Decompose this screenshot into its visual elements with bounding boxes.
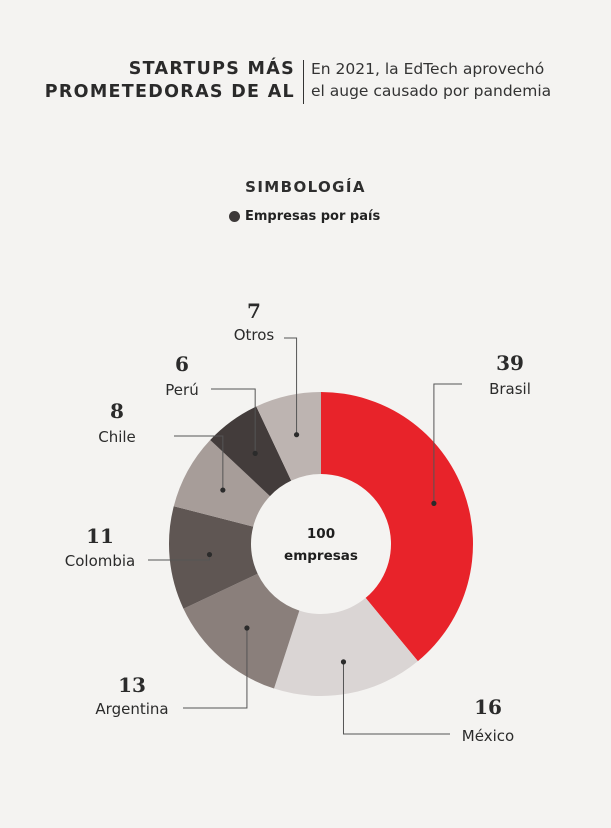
center-total-label: empresas (284, 548, 358, 564)
bullet-dot-icon (229, 210, 240, 222)
slice-chile (173, 439, 270, 527)
value-label-peru: 6 (175, 352, 189, 376)
slice-colombia (169, 506, 258, 609)
leader-line-chile (174, 435, 224, 491)
slice-argentina (183, 573, 300, 689)
title-line-1: STARTUPS MÁS (128, 59, 295, 79)
category-label-otros: Otros (234, 326, 275, 344)
slice-peru (210, 406, 292, 497)
value-label-otros: 7 (247, 299, 261, 323)
header-divider (303, 60, 304, 104)
leader-line-argentina (183, 628, 248, 709)
leader-line-peru (211, 388, 256, 454)
subtitle-line-2: el auge causado por pandemia (311, 81, 552, 100)
leader-dot-otros (293, 432, 300, 438)
title-line-2: PROMETEDORAS DE AL (44, 82, 295, 102)
value-label-chile: 8 (110, 399, 124, 423)
chart-header: STARTUPS MÁS PROMETEDORAS DE AL En 2021,… (0, 58, 611, 112)
leader-line-otros (284, 337, 298, 435)
category-label-mexico: México (462, 727, 514, 745)
leader-dot-chile (220, 487, 226, 493)
leader-dot-mexico (340, 659, 347, 665)
slice-mexico (274, 597, 418, 696)
center-total-value: 100 (307, 526, 335, 542)
leader-dot-colombia (206, 551, 213, 558)
chart-subtitle: En 2021, la EdTech aprovechó el auge cau… (311, 59, 551, 102)
leader-dot-brasil (431, 500, 437, 506)
legend-item-label: Empresas por país (245, 208, 381, 224)
leader-line-mexico (342, 661, 450, 735)
subtitle-line-1: En 2021, la EdTech aprovechó (311, 60, 545, 78)
value-label-brasil: 39 (496, 351, 524, 375)
value-label-colombia: 11 (86, 524, 114, 548)
category-label-peru: Perú (165, 381, 198, 399)
category-label-brasil: Brasil (489, 380, 531, 398)
value-label-mexico: 16 (474, 695, 502, 719)
leader-dot-argentina (244, 625, 250, 631)
category-label-argentina: Argentina (95, 700, 168, 718)
value-label-argentina: 13 (118, 673, 146, 697)
legend-item: Empresas por país (229, 207, 380, 225)
slice-otros (256, 392, 321, 481)
leader-dot-peru (252, 450, 258, 456)
legend-title: SIMBOLOGÍA (245, 178, 366, 196)
leader-line-brasil (433, 383, 462, 504)
category-label-chile: Chile (98, 428, 136, 446)
category-label-colombia: Colombia (65, 552, 136, 570)
chart-title: STARTUPS MÁS PROMETEDORAS DE AL (45, 58, 295, 104)
slice-brasil (321, 392, 473, 662)
